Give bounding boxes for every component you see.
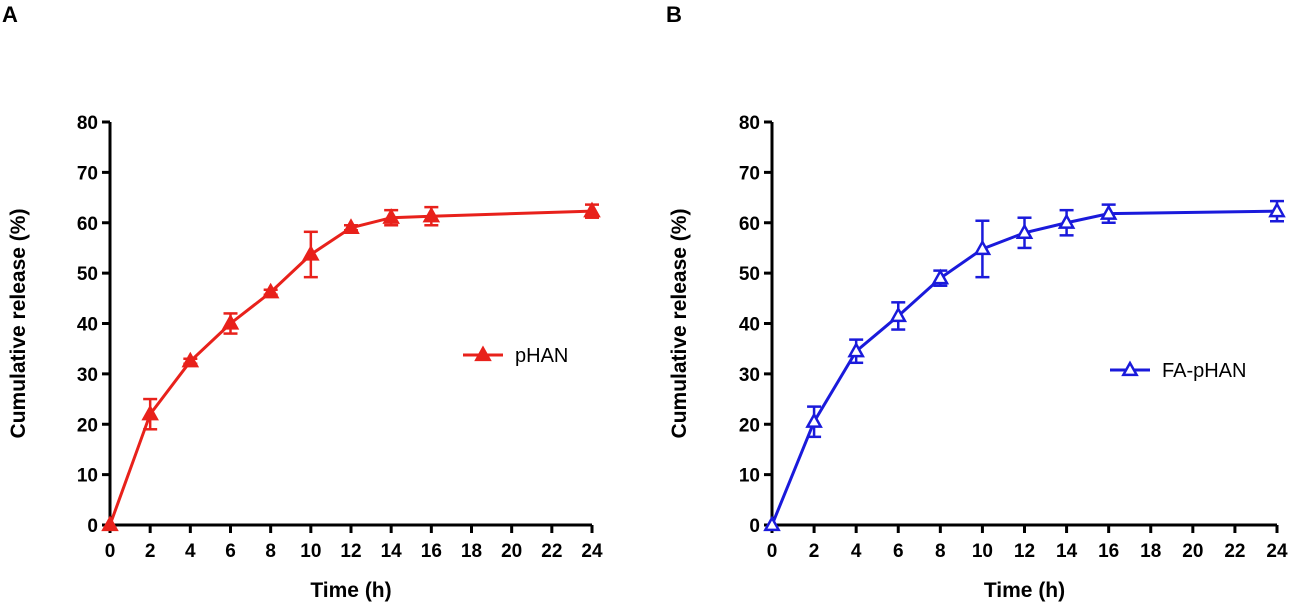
x-tick-label: 4 <box>185 541 196 562</box>
y-axis-title: Cumulative release (%) <box>7 209 30 439</box>
data-point <box>422 206 441 223</box>
x-tick-label: 4 <box>851 541 862 562</box>
y-tick-label: 40 <box>739 315 760 336</box>
series-line <box>108 209 593 526</box>
data-point <box>101 515 119 532</box>
x-axis-title: Time (h) <box>310 579 391 602</box>
x-axis-title: Time (h) <box>984 579 1065 602</box>
panel-label-a: A <box>2 2 18 27</box>
x-tick-label: 16 <box>421 541 442 562</box>
y-tick-label: 80 <box>739 113 760 134</box>
x-tick-label: 22 <box>541 541 562 562</box>
y-tick-label: 30 <box>77 365 98 386</box>
x-tick-label: 14 <box>381 541 403 562</box>
data-point <box>261 282 280 299</box>
y-tick-label: 60 <box>739 214 760 235</box>
x-tick-label: 2 <box>809 541 820 562</box>
data-point <box>763 515 781 532</box>
x-tick-label: 18 <box>461 541 482 562</box>
y-tick-label: 20 <box>77 415 98 436</box>
y-tick-label: 0 <box>749 516 760 537</box>
x-tick-label: 24 <box>581 541 603 562</box>
x-tick-label: 18 <box>1140 541 1161 562</box>
data-point <box>181 351 200 368</box>
x-tick-label: 8 <box>265 541 276 562</box>
y-tick-label: 70 <box>77 163 98 184</box>
x-tick-label: 24 <box>1266 541 1288 562</box>
data-point <box>302 244 320 261</box>
x-tick-label: 0 <box>105 541 116 562</box>
x-tick-label: 0 <box>767 541 778 562</box>
data-point <box>342 218 360 234</box>
data-point <box>973 239 992 256</box>
y-tick-label: 20 <box>739 415 760 436</box>
y-tick-label: 0 <box>87 516 98 537</box>
data-point <box>931 268 950 285</box>
x-tick-label: 12 <box>1014 541 1035 562</box>
x-tick-label: 20 <box>501 541 522 562</box>
x-tick-label: 6 <box>893 541 904 562</box>
x-tick-label: 10 <box>300 541 321 562</box>
data-point <box>1099 204 1118 220</box>
data-point <box>1057 213 1076 229</box>
x-tick-label: 22 <box>1224 541 1245 562</box>
data-point <box>805 412 823 428</box>
data-point <box>1268 201 1286 218</box>
y-tick-label: 70 <box>739 163 760 184</box>
legend: pHAN <box>463 345 568 367</box>
data-point <box>889 306 908 323</box>
data-point <box>141 404 159 421</box>
data-point <box>221 313 240 330</box>
data-point <box>583 201 601 218</box>
legend-marker <box>1121 360 1139 377</box>
y-tick-label: 10 <box>739 466 760 487</box>
data-point <box>847 341 865 358</box>
x-tick-label: 2 <box>145 541 156 562</box>
x-tick-label: 10 <box>972 541 993 562</box>
y-tick-label: 50 <box>739 264 760 285</box>
x-tick-label: 16 <box>1098 541 1119 562</box>
legend-marker <box>474 345 492 362</box>
y-tick-label: 10 <box>77 466 98 487</box>
legend-label: FA-pHAN <box>1162 360 1246 382</box>
x-tick-label: 14 <box>1056 541 1078 562</box>
legend: FA-pHAN <box>1110 360 1246 382</box>
series-line <box>770 209 1278 526</box>
panel-label-b: B <box>666 2 682 27</box>
data-point <box>382 208 400 224</box>
x-tick-label: 6 <box>225 541 236 562</box>
x-tick-label: 8 <box>935 541 946 562</box>
x-tick-label: 12 <box>340 541 361 562</box>
x-tick-label: 20 <box>1182 541 1203 562</box>
y-tick-label: 80 <box>77 113 98 134</box>
y-tick-label: 50 <box>77 264 98 285</box>
y-tick-label: 40 <box>77 315 98 336</box>
legend-label: pHAN <box>515 345 568 367</box>
y-axis-title: Cumulative release (%) <box>668 209 691 439</box>
y-tick-label: 30 <box>739 365 760 386</box>
y-tick-label: 60 <box>77 214 98 235</box>
data-point <box>1015 223 1034 239</box>
